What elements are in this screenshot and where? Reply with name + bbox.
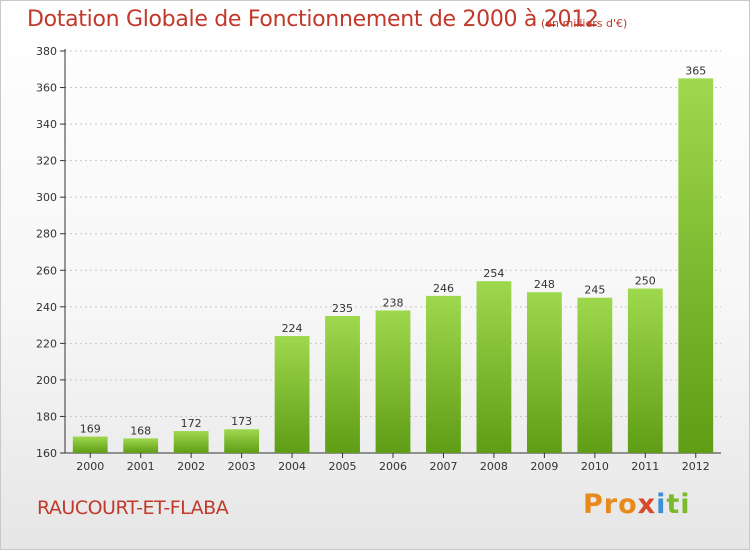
bar-value-label: 238 xyxy=(383,296,404,309)
y-tick-label: 320 xyxy=(36,155,57,168)
x-tick-label: 2004 xyxy=(278,460,306,473)
bar xyxy=(325,315,360,453)
brand-logo-part: x xyxy=(637,489,657,520)
brand-logo: Proxiti xyxy=(583,489,691,520)
y-tick-label: 160 xyxy=(36,447,57,460)
x-tick-label: 2001 xyxy=(127,460,155,473)
y-tick-label: 200 xyxy=(36,374,57,387)
bars xyxy=(72,78,714,453)
bar xyxy=(577,297,613,453)
x-tick-label: 2000 xyxy=(76,460,104,473)
bar xyxy=(274,336,310,453)
x-tick-label: 2007 xyxy=(429,460,457,473)
y-tick-label: 260 xyxy=(36,264,57,277)
city-name: RAUCOURT-ET-FLABA xyxy=(37,497,229,519)
x-tick-label: 2012 xyxy=(682,460,710,473)
y-tick-label: 360 xyxy=(36,82,57,95)
bar-value-label: 250 xyxy=(635,275,656,288)
y-tick-label: 220 xyxy=(36,337,57,350)
x-tick-label: 2011 xyxy=(631,460,659,473)
bar-value-label: 248 xyxy=(534,278,555,291)
bar-value-label: 224 xyxy=(282,322,303,335)
bar-value-label: 169 xyxy=(80,423,101,436)
chart-subtitle: (en milliers d'€) xyxy=(541,17,628,30)
bar xyxy=(526,292,562,453)
chart-title: Dotation Globale de Fonctionnement de 20… xyxy=(27,7,599,32)
x-tick-label: 2006 xyxy=(379,460,407,473)
x-tick-label: 2009 xyxy=(530,460,558,473)
y-tick-label: 180 xyxy=(36,410,57,423)
bar-value-label: 365 xyxy=(685,64,706,77)
x-tick-label: 2002 xyxy=(177,460,205,473)
bar-value-label: 245 xyxy=(584,284,605,297)
bar-value-label: 254 xyxy=(483,267,504,280)
bar xyxy=(375,310,411,453)
bar-value-label: 172 xyxy=(181,417,202,430)
bar xyxy=(426,295,461,453)
bar xyxy=(123,438,159,453)
bar xyxy=(627,288,663,453)
x-tick-label: 2003 xyxy=(228,460,256,473)
bar-value-label: 168 xyxy=(130,424,151,437)
y-tick-label: 280 xyxy=(36,228,57,241)
bar-value-label: 246 xyxy=(433,282,454,295)
bar xyxy=(72,436,108,453)
brand-logo-part: ti xyxy=(666,489,691,520)
y-tick-label: 340 xyxy=(36,118,57,131)
x-tick-label: 2010 xyxy=(581,460,609,473)
bar xyxy=(476,281,512,453)
labels: 160 180 200 220 240 260 280 300 320 340 360 380 169 2… xyxy=(36,45,710,473)
y-tick-label: 300 xyxy=(36,191,57,204)
x-tick-label: 2005 xyxy=(329,460,357,473)
bar xyxy=(678,78,714,453)
bar-value-label: 173 xyxy=(231,415,252,428)
bar xyxy=(224,429,260,453)
y-tick-label: 380 xyxy=(36,45,57,58)
x-tick-label: 2008 xyxy=(480,460,508,473)
brand-logo-part: i xyxy=(656,489,667,520)
bar xyxy=(173,431,209,453)
y-tick-label: 240 xyxy=(36,301,57,314)
brand-logo-part: Pro xyxy=(583,489,638,520)
bar-value-label: 235 xyxy=(332,302,353,315)
